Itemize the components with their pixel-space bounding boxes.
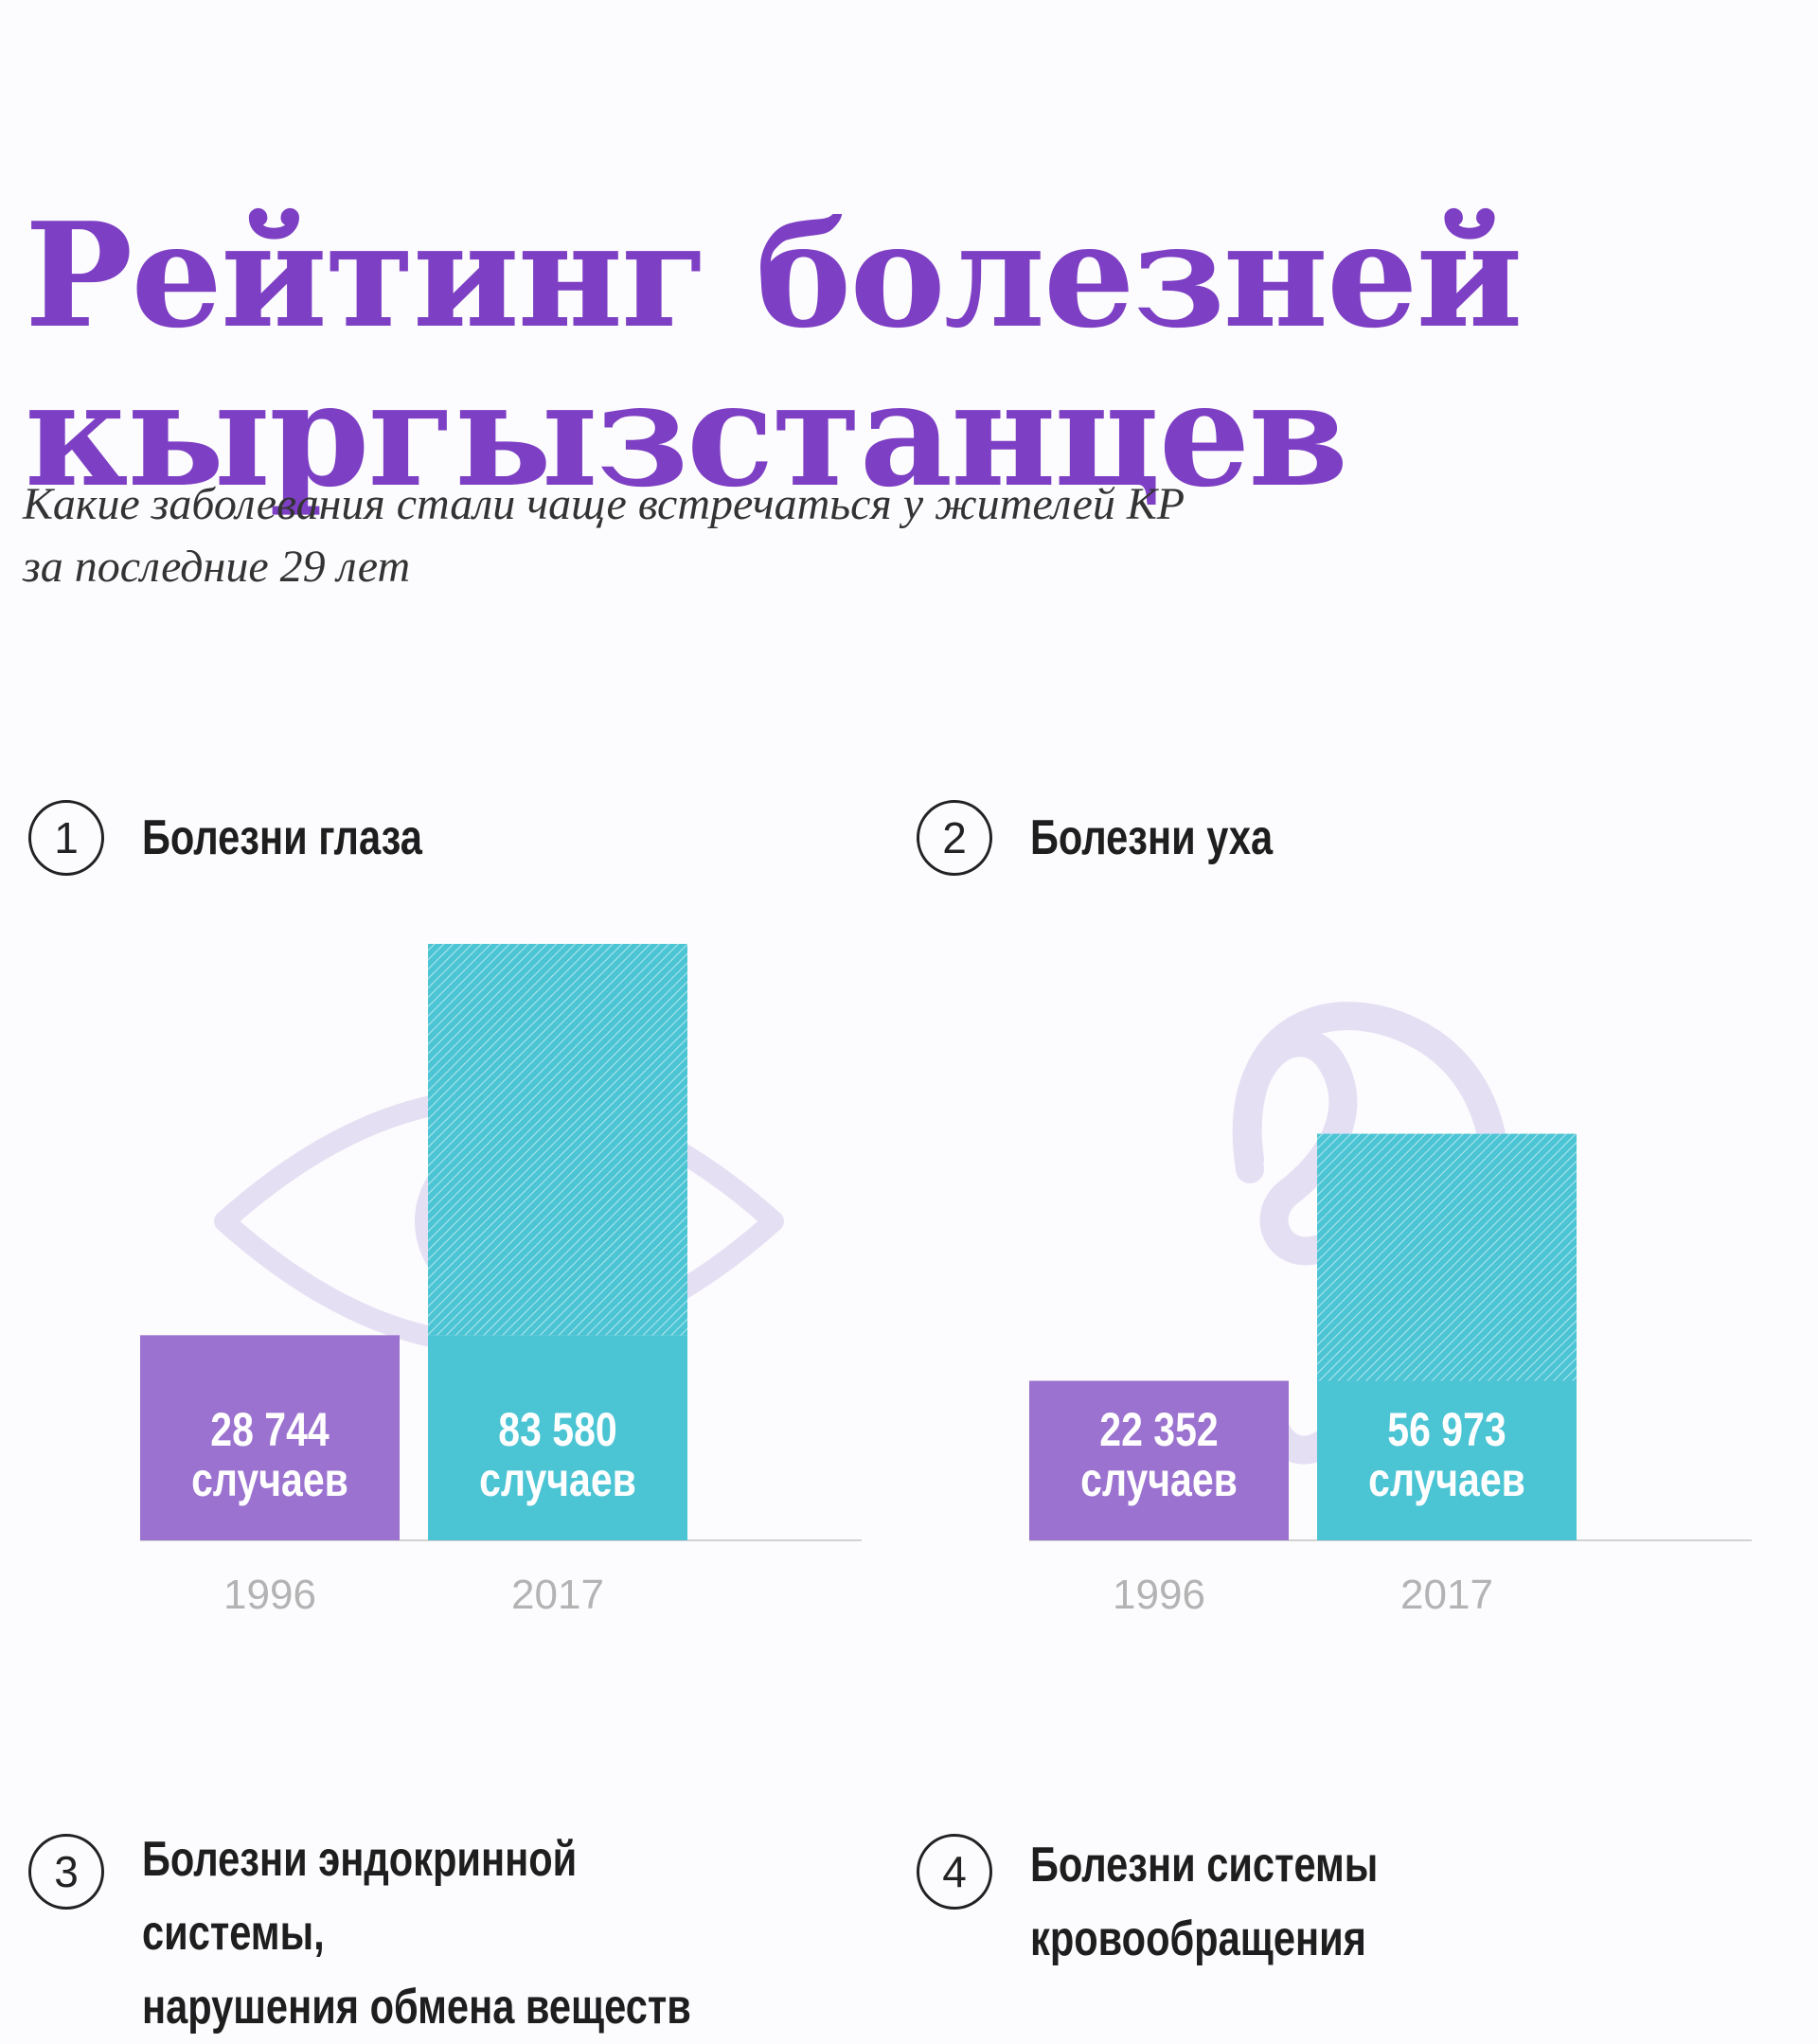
page-subtitle: Какие заболевания стали чаще встречаться… xyxy=(23,473,1443,598)
bar-value-label: случаев xyxy=(191,1453,348,1506)
chart-title-line: Болезни системы xyxy=(1030,1838,1379,1893)
x-tick-label: 2017 xyxy=(511,1572,604,1618)
chart-number-badge: 3 xyxy=(28,1834,104,1910)
chart-title: Болезни глаза xyxy=(142,800,748,876)
eye-outline xyxy=(214,1088,784,1355)
bar-2017-base xyxy=(428,1335,687,1540)
x-tick-label: 2017 xyxy=(1400,1572,1493,1618)
subtitle-line: за последние 29 лет xyxy=(23,542,411,592)
bar-value-label: случаев xyxy=(1368,1453,1525,1506)
bar-2017-growth xyxy=(428,944,687,1336)
title-line: Рейтинг болезней xyxy=(25,189,1523,360)
chart-number-badge: 4 xyxy=(917,1834,992,1910)
bar-value-label: случаев xyxy=(1080,1453,1238,1506)
chart-title-line: Болезни уха xyxy=(1030,810,1274,865)
chart-number-badge: 1 xyxy=(28,800,104,876)
chart-title-line: Болезни глаза xyxy=(142,810,422,865)
subtitle-line: Какие заболевания стали чаще встречаться… xyxy=(23,479,1185,529)
bar-1996 xyxy=(140,1335,400,1540)
bar-value-label: 22 352 xyxy=(1099,1403,1218,1456)
title-line: кыргызстанцев xyxy=(25,348,1348,519)
chart-title-line: кровообращения xyxy=(1030,1911,1366,1966)
chart-title-line: Болезни эндокринной системы, xyxy=(142,1832,578,1961)
bar-value-label: 56 973 xyxy=(1387,1403,1506,1456)
bar-value-label: случаев xyxy=(479,1453,636,1506)
x-tick-label: 1996 xyxy=(223,1572,316,1618)
bar-value-label: 28 744 xyxy=(210,1403,330,1456)
x-tick-label: 1996 xyxy=(1113,1572,1205,1618)
chart-title: Болезни уха xyxy=(1030,800,1636,876)
chart-number-badge: 2 xyxy=(917,800,992,876)
bar-2017-base xyxy=(1317,1380,1577,1540)
bar-1996 xyxy=(1029,1380,1289,1540)
bar-2017-growth xyxy=(1317,1133,1577,1381)
bar-value-label: 83 580 xyxy=(498,1403,616,1456)
page-title: Рейтинг болезней кыргызстанцев xyxy=(25,189,1634,519)
chart-title: Болезни системы кровообращения xyxy=(1030,1828,1636,1976)
